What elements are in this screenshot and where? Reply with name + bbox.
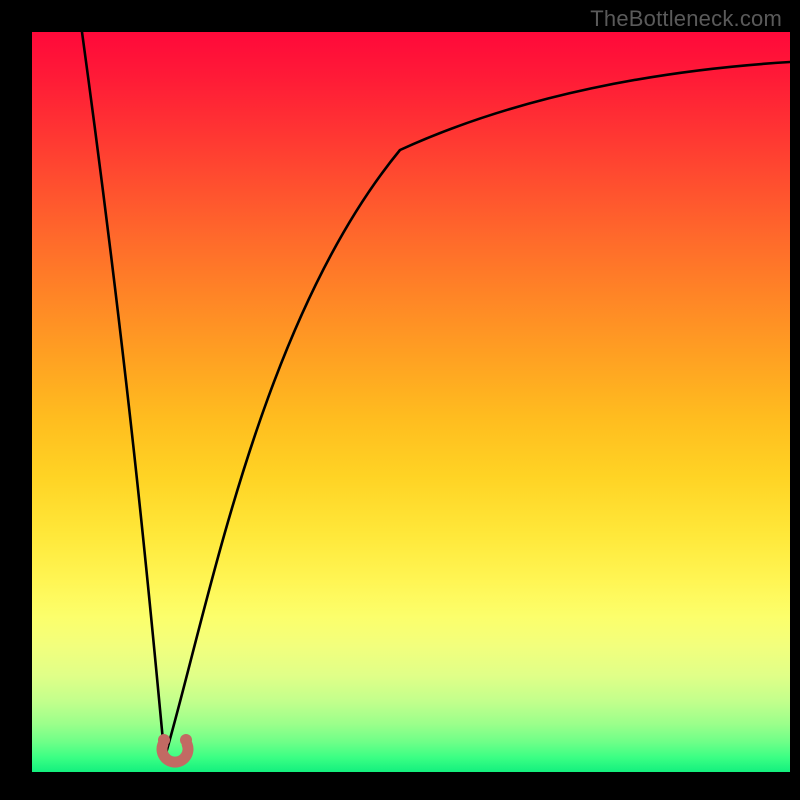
cusp-marker-dot-right xyxy=(180,734,192,746)
watermark-text: TheBottleneck.com xyxy=(590,6,782,32)
plot-svg xyxy=(0,0,800,800)
plot-background xyxy=(32,32,790,772)
figure-frame: TheBottleneck.com xyxy=(0,0,800,800)
cusp-marker-dot-left xyxy=(158,734,170,746)
